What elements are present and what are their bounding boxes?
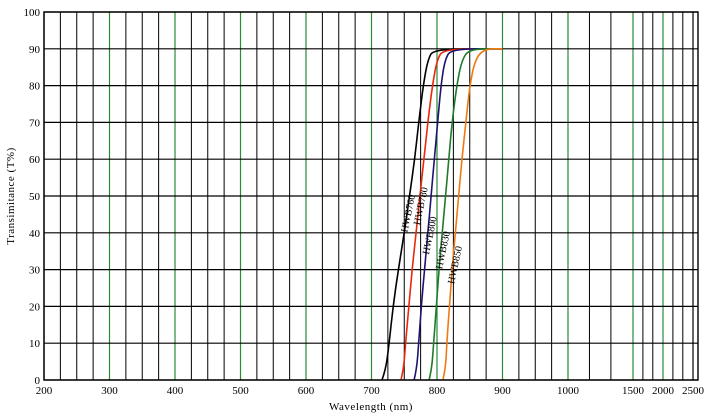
x-tick-label: 900: [494, 385, 511, 397]
x-tick-label: 2500: [682, 385, 705, 397]
curves: [381, 48, 503, 381]
y-axis-title: Transimitance (T%): [5, 147, 17, 245]
series-line-hwb760: [381, 48, 503, 381]
y-tick-label: 0: [35, 375, 41, 387]
x-tick-label: 700: [363, 385, 380, 397]
x-tick-label: 400: [167, 385, 184, 397]
y-tick-label: 70: [29, 117, 41, 129]
x-tick-label: 600: [298, 385, 315, 397]
x-tick-label: 300: [101, 385, 118, 397]
series-line-hwb780: [400, 48, 503, 381]
x-tick-label: 500: [232, 385, 249, 397]
x-axis-title: Wavelength (nm): [329, 401, 413, 413]
y-tick-label: 50: [29, 191, 41, 203]
series-line-hwb830: [428, 48, 503, 381]
x-tick-label: 800: [429, 385, 446, 397]
y-tick-label: 60: [29, 154, 41, 166]
y-tick-label: 40: [29, 228, 41, 240]
axes: 0 10 20 30 40 50 60 70 80 90 100 200 300 400 500 600 700…: [5, 7, 705, 413]
series-line-hwb800: [413, 48, 503, 381]
x-tick-label: 1000: [557, 385, 580, 397]
y-tick-label: 20: [29, 301, 41, 313]
y-tick-label: 10: [29, 338, 41, 350]
y-tick-label: 80: [29, 81, 41, 93]
plot-frame: [43, 11, 699, 381]
y-tick-label: 90: [29, 44, 41, 56]
series-label-hwb850: HWB850: [446, 245, 465, 285]
x-tick-label: 2000: [652, 385, 675, 397]
x-tick-label: 200: [36, 385, 53, 397]
y-tick-label: 100: [24, 7, 41, 19]
x-tick-label: 1500: [622, 385, 645, 397]
grid: [43, 11, 698, 381]
y-tick-label: 30: [29, 265, 41, 277]
series-line-hwb850: [442, 48, 503, 381]
